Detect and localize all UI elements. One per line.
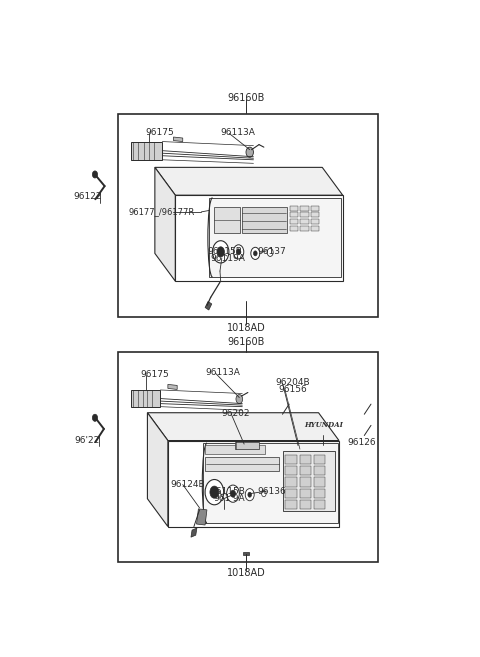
Text: 96177_/96177R: 96177_/96177R [129, 208, 195, 216]
Circle shape [236, 394, 243, 403]
Bar [314, 478, 325, 487]
Polygon shape [209, 198, 341, 277]
Circle shape [246, 147, 253, 157]
Circle shape [262, 491, 266, 497]
Circle shape [251, 247, 260, 260]
Bar [314, 466, 325, 476]
Text: 96113A: 96113A [220, 129, 255, 137]
Polygon shape [168, 384, 177, 390]
Bar [235, 442, 259, 449]
Circle shape [92, 415, 97, 421]
Bar [205, 457, 279, 471]
Circle shape [248, 492, 252, 497]
Bar [290, 225, 299, 231]
Text: 96160B: 96160B [228, 93, 264, 103]
Circle shape [236, 249, 241, 255]
Bar [290, 219, 299, 224]
Bar [300, 466, 311, 476]
Text: 96156: 96156 [279, 385, 308, 394]
Bar [311, 225, 319, 231]
Bar [300, 212, 309, 217]
Polygon shape [147, 413, 168, 526]
Bar [290, 206, 299, 211]
Bar [286, 478, 297, 487]
Bar [300, 478, 311, 487]
Text: 96202: 96202 [222, 409, 251, 419]
Circle shape [253, 251, 257, 256]
Bar [205, 445, 264, 454]
Polygon shape [243, 552, 249, 555]
Polygon shape [175, 195, 343, 281]
Circle shape [230, 490, 236, 497]
Polygon shape [196, 509, 207, 525]
Text: 96124B: 96124B [171, 480, 205, 489]
Polygon shape [191, 528, 197, 537]
Bar [314, 455, 325, 464]
Bar [286, 455, 297, 464]
Text: 1018AD: 1018AD [227, 323, 265, 332]
Bar [311, 212, 319, 217]
Polygon shape [203, 443, 338, 523]
Bar [300, 455, 311, 464]
Bar [290, 212, 299, 217]
Text: 96137: 96137 [257, 247, 286, 256]
Bar [242, 207, 287, 233]
Polygon shape [168, 141, 328, 170]
Text: 96126: 96126 [347, 438, 376, 447]
Circle shape [92, 171, 97, 178]
Bar [283, 451, 335, 511]
Bar [314, 500, 325, 509]
Text: 96119A: 96119A [211, 254, 246, 263]
Bar [311, 206, 319, 211]
Bar [215, 207, 240, 233]
Polygon shape [282, 415, 364, 436]
Bar [118, 114, 378, 317]
Bar [118, 352, 378, 562]
Polygon shape [289, 404, 371, 425]
Circle shape [267, 248, 273, 256]
Polygon shape [147, 413, 339, 441]
Polygon shape [155, 168, 343, 195]
Bar [300, 489, 311, 498]
Circle shape [213, 240, 229, 263]
Bar [300, 500, 311, 509]
Text: 96115B: 96115B [210, 487, 245, 496]
Text: 1018AD: 1018AD [227, 568, 265, 578]
Bar [300, 219, 309, 224]
Circle shape [227, 485, 240, 502]
Polygon shape [205, 302, 212, 310]
Circle shape [233, 245, 244, 259]
Bar [131, 390, 160, 407]
Circle shape [217, 247, 225, 257]
Bar [314, 489, 325, 498]
Circle shape [245, 489, 254, 501]
Bar [286, 500, 297, 509]
Text: 961'9A: 961'9A [214, 494, 245, 503]
Text: 96115B: 96115B [207, 247, 242, 256]
Text: 96113A: 96113A [205, 369, 240, 377]
Circle shape [205, 480, 224, 505]
Text: 96122: 96122 [73, 192, 102, 200]
Polygon shape [173, 137, 183, 141]
Text: HYUNDAI: HYUNDAI [304, 421, 343, 429]
Text: 96204B: 96204B [275, 378, 310, 387]
Polygon shape [168, 441, 339, 526]
Text: 96175: 96175 [140, 371, 169, 379]
Text: 96175: 96175 [145, 129, 174, 137]
Text: 96136: 96136 [257, 487, 286, 496]
Bar [300, 206, 309, 211]
Polygon shape [162, 388, 317, 417]
Polygon shape [155, 168, 175, 281]
Text: 96'22: 96'22 [74, 436, 99, 445]
Circle shape [210, 486, 219, 498]
Bar [286, 466, 297, 476]
Bar [131, 142, 162, 160]
Bar [311, 219, 319, 224]
Bar [286, 489, 297, 498]
Bar [300, 225, 309, 231]
Text: 96160B: 96160B [228, 337, 264, 347]
